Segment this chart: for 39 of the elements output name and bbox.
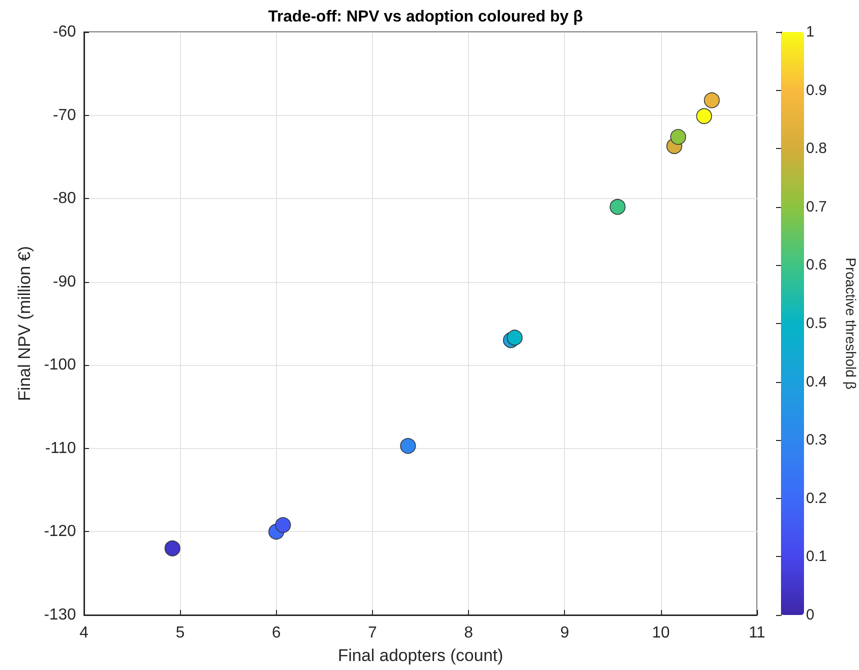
color-bar-label: 0.7	[806, 198, 827, 216]
y-tick-label: -110	[45, 440, 76, 457]
x-tick-label: 10	[652, 624, 670, 642]
color-bar-label: 0.3	[806, 432, 827, 449]
color-bar-label: 0.8	[806, 140, 827, 158]
y-tick-label: -100	[44, 356, 76, 374]
point	[506, 330, 523, 346]
x-tick-label: 8	[464, 624, 474, 642]
point	[696, 108, 712, 124]
color-bar-label: 0	[806, 606, 814, 624]
x-tick-label: 4	[80, 624, 89, 642]
color-bar-label: 0.5	[806, 315, 827, 332]
point	[610, 199, 626, 215]
color-bar-label: 0.9	[806, 82, 827, 99]
y-tick-label: -130	[44, 606, 76, 624]
color-bar-label: 0.2	[806, 490, 827, 507]
point	[275, 517, 291, 533]
x-tick-label: 6	[272, 624, 281, 642]
point	[670, 129, 686, 145]
y-tick-label: -70	[52, 106, 76, 124]
color-bar-label: 0.6	[806, 256, 827, 274]
x-axis-title: Final adopters (count)	[338, 646, 504, 665]
point	[400, 438, 416, 454]
x-tick-label: 5	[176, 624, 185, 642]
color-bar-label: 1	[806, 24, 814, 40]
color-bar-label: 0.4	[806, 373, 827, 390]
point	[164, 540, 180, 556]
chart-title: Trade-off: NPV vs adoption coloured by β	[268, 8, 584, 26]
x-tick-label: 11	[748, 624, 766, 642]
x-tick-label: 7	[368, 624, 377, 642]
y-axis-title: Final NPV (million €)	[15, 246, 34, 401]
color-bar-title: Proactive threshold β	[843, 258, 859, 390]
y-tick-label: -80	[52, 190, 76, 208]
y-tick-label: -60	[52, 24, 76, 40]
x-tick-label: 9	[560, 624, 570, 642]
point	[704, 92, 720, 108]
y-tick-label: -90	[52, 273, 76, 290]
color-bar-label: 0.1	[806, 548, 827, 566]
y-tick-label: -120	[44, 523, 76, 540]
